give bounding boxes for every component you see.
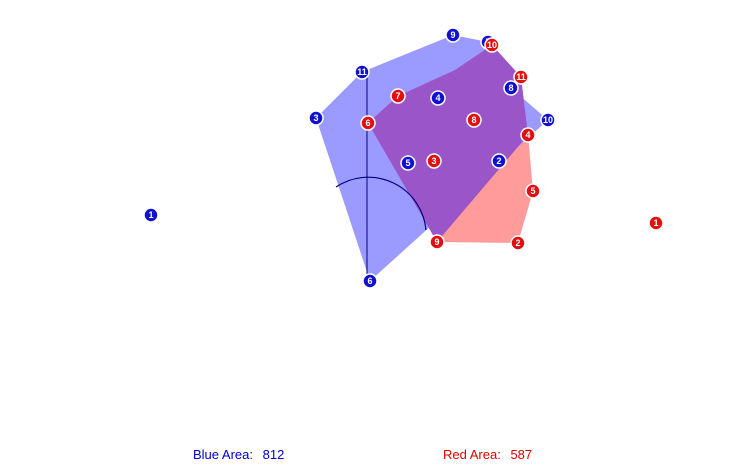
blue-point-3[interactable]: 3: [308, 110, 324, 126]
red-point-label: 7: [395, 91, 400, 101]
red-point-10[interactable]: 10: [484, 37, 500, 53]
blue-point-marker[interactable]: [445, 27, 461, 43]
red-point-marker[interactable]: [426, 153, 442, 169]
blue-point-marker[interactable]: [400, 155, 416, 171]
blue-point-marker[interactable]: [491, 153, 507, 169]
red-points-layer: 1 2 3 4 5 6 7 8 9 10 11: [360, 37, 664, 251]
red-point-3[interactable]: 3: [426, 153, 442, 169]
blue-point-label: 1: [148, 210, 153, 220]
blue-point-8[interactable]: 8: [503, 80, 519, 96]
blue-point-marker[interactable]: [362, 273, 378, 289]
red-point-label: 10: [487, 40, 497, 50]
blue-point-label: 6: [367, 276, 372, 286]
red-point-label: 5: [530, 186, 535, 196]
red-point-label: 2: [515, 238, 520, 248]
red-point-marker[interactable]: [525, 183, 541, 199]
red-point-label: 8: [471, 115, 476, 125]
red-point-marker[interactable]: [390, 88, 406, 104]
blue-point-4[interactable]: 4: [430, 90, 446, 106]
red-point-9[interactable]: 9: [429, 234, 445, 250]
blue-point-label: 4: [435, 93, 440, 103]
blue-point-label: 2: [496, 156, 501, 166]
red-area-score: Red Area: 587: [443, 447, 532, 462]
red-point-label: 11: [516, 72, 526, 82]
blue-point-2[interactable]: 2: [491, 153, 507, 169]
red-point-label: 6: [365, 118, 370, 128]
blue-point-marker[interactable]: [430, 90, 446, 106]
blue-point-label: 5: [405, 158, 410, 168]
red-point-11[interactable]: 11: [513, 69, 529, 85]
red-point-5[interactable]: 5: [525, 183, 541, 199]
blue-point-9[interactable]: 9: [445, 27, 461, 43]
red-point-marker[interactable]: [429, 234, 445, 250]
blue-point-marker[interactable]: [354, 64, 370, 80]
blue-point-marker[interactable]: [143, 207, 159, 223]
red-point-2[interactable]: 2: [510, 235, 526, 251]
blue-point-11[interactable]: 11: [354, 64, 370, 80]
red-point-marker[interactable]: [510, 235, 526, 251]
red-point-label: 3: [431, 156, 436, 166]
blue-point-10[interactable]: 10: [540, 112, 556, 128]
blue-area-value: 812: [262, 447, 285, 462]
red-point-label: 1: [653, 218, 658, 228]
red-point-label: 4: [525, 130, 530, 140]
red-point-6[interactable]: 6: [360, 115, 376, 131]
red-point-marker[interactable]: [484, 37, 500, 53]
red-point-marker[interactable]: [520, 127, 536, 143]
blue-area-label: Blue Area:: [193, 447, 253, 462]
red-point-marker[interactable]: [360, 115, 376, 131]
red-point-label: 9: [434, 237, 439, 247]
blue-point-label: 3: [313, 113, 318, 123]
blue-point-marker[interactable]: [503, 80, 519, 96]
blue-point-5[interactable]: 5: [400, 155, 416, 171]
blue-point-label: 8: [508, 83, 513, 93]
blue-point-label: 9: [450, 30, 455, 40]
blue-point-6[interactable]: 6: [362, 273, 378, 289]
blue-points-layer: 1 2 3 4 5 6 7 8 9 10 11: [143, 27, 556, 289]
red-area-label: Red Area:: [443, 447, 501, 462]
blue-point-label: 10: [543, 115, 553, 125]
red-point-marker[interactable]: [466, 112, 482, 128]
blue-point-label: 11: [357, 67, 367, 77]
red-point-4[interactable]: 4: [520, 127, 536, 143]
red-point-marker[interactable]: [648, 215, 664, 231]
overlap-territory: [368, 45, 528, 242]
angle-arc: [335, 176, 427, 231]
red-area-value: 587: [510, 447, 533, 462]
red-point-1[interactable]: 1: [648, 215, 664, 231]
blue-area-score: Blue Area: 812: [193, 447, 284, 462]
blue-point-marker[interactable]: [308, 110, 324, 126]
red-point-marker[interactable]: [513, 69, 529, 85]
red-point-8[interactable]: 8: [466, 112, 482, 128]
blue-point-marker[interactable]: [540, 112, 556, 128]
blue-point-1[interactable]: 1: [143, 207, 159, 223]
red-point-7[interactable]: 7: [390, 88, 406, 104]
